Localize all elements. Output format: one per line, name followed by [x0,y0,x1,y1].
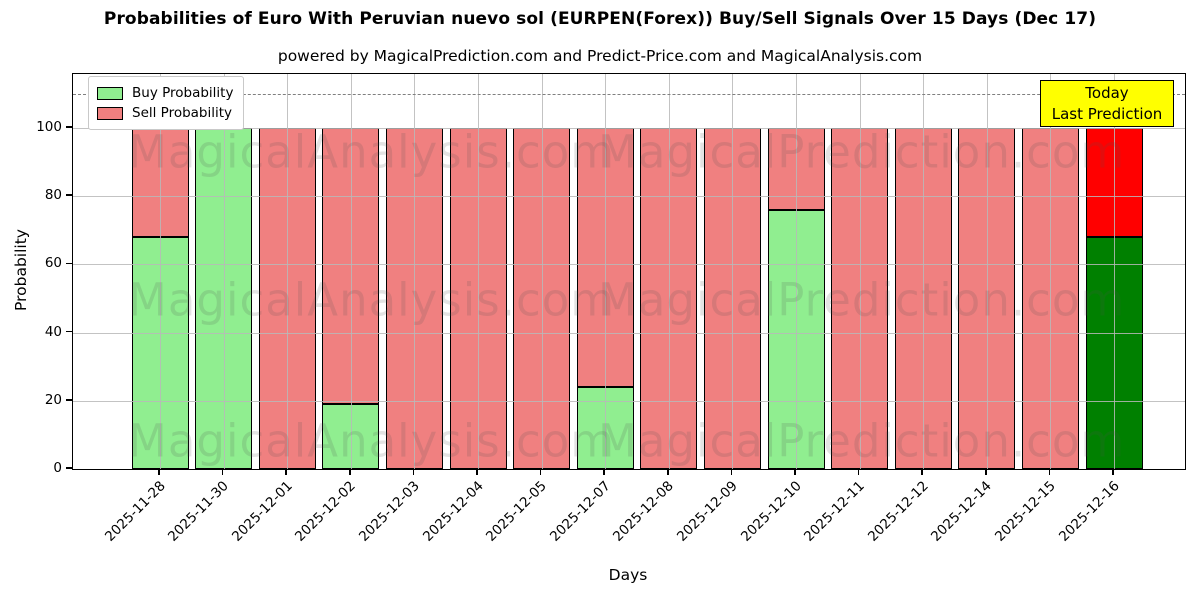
x-tick-mark [412,469,415,475]
x-tick-label: 2025-12-03 [355,478,423,545]
today-annotation: Today Last Prediction [1040,80,1174,127]
vertical-gridline [223,74,225,469]
legend-swatch [97,86,123,100]
vertical-gridline [668,74,670,469]
x-tick-label: 2025-12-15 [991,478,1059,545]
chart-title: Probabilities of Euro With Peruvian nuev… [103,9,1097,29]
y-tick-label: 20 [44,391,62,408]
x-tick-mark [349,469,351,475]
vertical-gridline [541,74,543,469]
x-tick-mark [1048,469,1051,475]
watermark-text: MagicalPrediction.com [598,125,1126,179]
horizontal-gridline [73,264,1185,266]
watermark-text: MagicalAnalysis.com [128,414,616,468]
y-tick-mark [66,126,72,128]
y-tick-label: 80 [44,187,62,204]
x-tick-label: 2025-12-08 [610,478,678,545]
x-tick-label: 2025-12-10 [737,478,805,545]
watermark-text: MagicalPrediction.com [598,414,1126,468]
x-tick-mark [476,469,478,475]
chart-subtitle: powered by MagicalPrediction.com and Pre… [277,47,923,65]
x-tick-mark [539,469,542,475]
x-tick-mark [857,469,860,475]
dashed-threshold-line [73,93,1185,95]
x-tick-mark [1112,469,1114,475]
y-tick-mark [66,467,72,469]
vertical-gridline [1050,74,1052,469]
x-tick-label: 2025-12-09 [673,478,741,545]
x-tick-mark [667,469,669,475]
x-tick-label: 2025-11-28 [101,478,169,545]
legend-swatch [97,106,123,120]
y-tick-mark [66,399,72,401]
legend: Buy Probability Sell Probability [88,76,245,130]
y-tick-label: 60 [44,255,62,272]
y-tick-mark [66,330,72,333]
today-annotation-line2: Last Prediction [1051,104,1163,123]
x-tick-label: 2025-12-11 [801,478,868,545]
x-tick-mark [603,469,605,475]
vertical-gridline [414,74,416,469]
x-tick-mark [730,469,733,475]
x-tick-mark [921,469,923,475]
x-tick-mark [985,469,987,475]
x-tick-label: 2025-12-04 [419,478,487,545]
x-tick-mark [221,469,224,475]
legend-item-label: Buy Probability [132,85,234,101]
vertical-gridline [478,74,479,469]
watermark-text: MagicalAnalysis.com [128,273,616,327]
watermark-text: MagicalPrediction.com [598,273,1126,327]
x-tick-label: 2025-12-14 [928,478,996,545]
x-axis-label: Days [608,566,648,584]
x-tick-mark [285,469,287,475]
vertical-gridline [287,74,289,469]
y-tick-mark [66,194,72,196]
y-tick-label: 40 [44,323,62,340]
y-tick-mark [66,262,72,265]
horizontal-gridline [73,332,1185,334]
x-tick-label: 2025-12-02 [292,478,360,545]
x-tick-mark [158,469,160,475]
y-tick-label: 0 [53,460,62,476]
vertical-gridline [732,74,734,469]
vertical-gridline [160,74,161,469]
vertical-gridline [350,74,352,469]
x-tick-mark [794,469,796,475]
horizontal-gridline [73,196,1185,198]
horizontal-gridline [73,128,1185,129]
vertical-gridline [1114,74,1115,469]
x-tick-label: 2025-12-16 [1055,478,1123,545]
vertical-gridline [986,74,988,469]
today-annotation-line1: Today [1085,83,1129,102]
legend-item: Sell Probability [97,103,233,123]
vertical-gridline [605,74,607,469]
horizontal-gridline [73,400,1185,402]
vertical-gridline [859,74,861,469]
x-tick-label: 2025-11-30 [165,478,232,545]
x-tick-label: 2025-12-05 [483,478,550,545]
legend-item-label: Sell Probability [132,105,233,121]
y-tick-label: 100 [36,119,62,135]
x-tick-label: 2025-12-12 [864,478,932,545]
vertical-gridline [923,74,925,469]
plot-area [72,73,1186,470]
x-tick-label: 2025-12-01 [228,478,296,545]
x-tick-label: 2025-12-07 [546,478,614,545]
watermark-text: MagicalAnalysis.com [128,125,616,179]
vertical-gridline [796,74,797,469]
legend-item: Buy Probability [97,83,233,103]
